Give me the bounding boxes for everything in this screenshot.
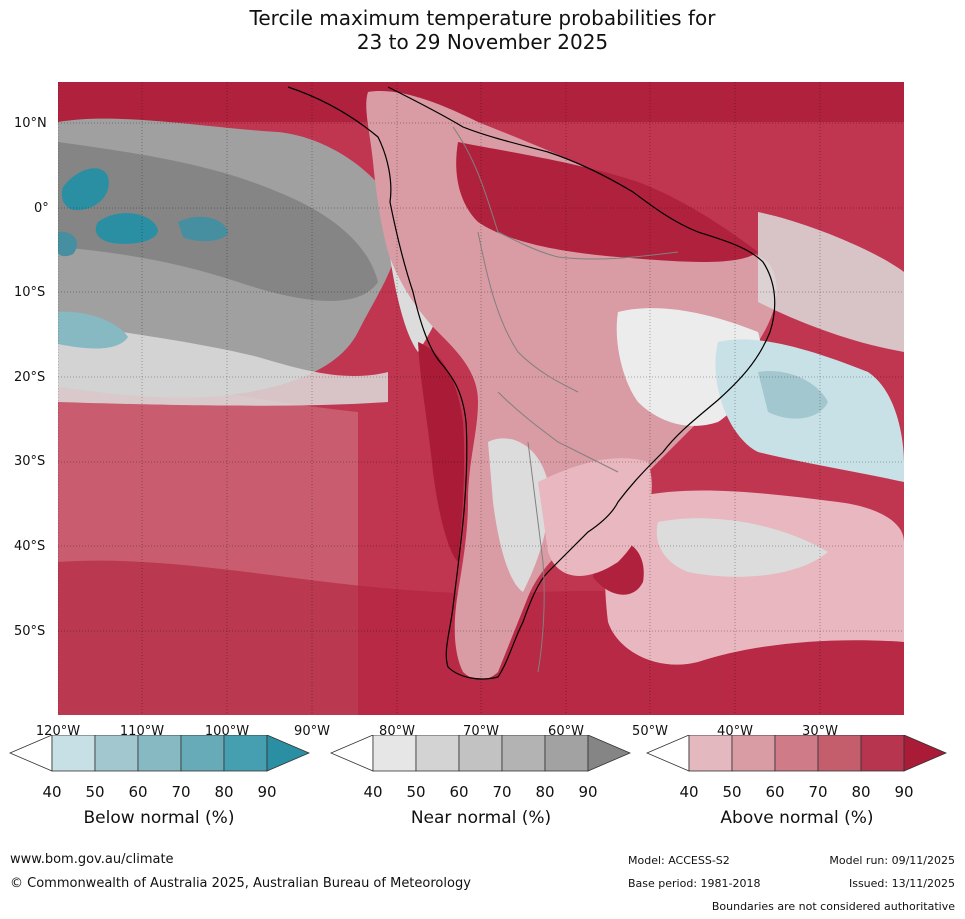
coastline bbox=[287, 86, 776, 680]
colourbar-above-normal bbox=[645, 735, 948, 772]
lon-label-90w: 90°W bbox=[294, 724, 330, 739]
colourbar-below-tick: 90 bbox=[257, 783, 277, 801]
amazon-dark-red bbox=[456, 142, 758, 262]
legend-title-above: Above normal (%) bbox=[720, 808, 874, 828]
colourbar-above-tick: 70 bbox=[808, 783, 828, 801]
website-link[interactable]: www.bom.gov.au/climate bbox=[10, 852, 174, 867]
colourbar-below-tick: 80 bbox=[214, 783, 234, 801]
colourbar-above-segment bbox=[688, 735, 733, 772]
issued-date: Issued: 13/11/2025 bbox=[848, 877, 955, 890]
colourbar-above-tick: 80 bbox=[851, 783, 871, 801]
colourbar-below-segment bbox=[223, 735, 268, 772]
colourbar-near-tick: 80 bbox=[535, 783, 555, 801]
colourbar-near-tick: 60 bbox=[449, 783, 469, 801]
colourbar-below-segment bbox=[180, 735, 225, 772]
colourbar-above-tick: 60 bbox=[765, 783, 785, 801]
lat-label-20s: 20°S bbox=[14, 370, 46, 385]
colourbar-below-tick: 60 bbox=[128, 783, 148, 801]
below-normal-patch-5 bbox=[58, 231, 78, 257]
atlantic-grey bbox=[758, 212, 904, 352]
legend-title-below: Below normal (%) bbox=[83, 808, 235, 828]
argentina-pink bbox=[538, 458, 652, 576]
colourbar-near-segment bbox=[458, 735, 503, 772]
chile-coastal-red bbox=[418, 342, 465, 562]
colourbar-near-lower-arrow bbox=[329, 735, 374, 772]
colourbar-near-upper-arrow bbox=[587, 735, 632, 772]
lat-label-40s: 40°S bbox=[14, 539, 46, 554]
colourbar-near-tick: 90 bbox=[578, 783, 598, 801]
colourbar-above-upper-arrow bbox=[903, 735, 948, 772]
graticule bbox=[58, 82, 904, 715]
colourbar-above-tick: 40 bbox=[679, 783, 699, 801]
country-borders bbox=[452, 126, 679, 673]
atlantic-below-normal-2 bbox=[758, 371, 828, 419]
probability-map bbox=[58, 82, 904, 715]
lat-label-10s: 10°S bbox=[14, 285, 46, 300]
colourbar-near-tick: 70 bbox=[492, 783, 512, 801]
colourbar-below-segment bbox=[51, 735, 96, 772]
colourbar-below-tick: 40 bbox=[42, 783, 62, 801]
colourbar-near-segment bbox=[501, 735, 546, 772]
colourbar-near-segment bbox=[544, 735, 589, 772]
below-normal-patch-4 bbox=[58, 311, 128, 349]
lon-label-50w: 50°W bbox=[632, 724, 668, 739]
colourbar-below-tick: 50 bbox=[85, 783, 105, 801]
below-normal-patch-2 bbox=[95, 213, 158, 244]
colourbar-above-segment bbox=[817, 735, 862, 772]
south-atlantic-grey bbox=[656, 518, 828, 577]
below-normal-patch-3 bbox=[178, 216, 228, 242]
base-period: Base period: 1981-2018 bbox=[628, 877, 761, 890]
colourbar-below-normal bbox=[8, 735, 311, 772]
legend-title-near: Near normal (%) bbox=[410, 808, 552, 828]
colourbar-below-tick: 70 bbox=[171, 783, 191, 801]
model-run: Model run: 09/11/2025 bbox=[829, 854, 955, 867]
lat-label-0: 0° bbox=[34, 201, 49, 216]
patagonia-light bbox=[488, 438, 549, 592]
colourbar-below-upper-arrow bbox=[266, 735, 311, 772]
colourbar-below-segment bbox=[94, 735, 139, 772]
colourbar-above-lower-arrow bbox=[645, 735, 690, 772]
lat-label-50s: 50°S bbox=[14, 624, 46, 639]
colourbar-above-tick: 50 bbox=[722, 783, 742, 801]
colourbar-near-tick: 40 bbox=[363, 783, 383, 801]
title-line-1: Tercile maximum temperature probabilitie… bbox=[249, 6, 716, 30]
colourbar-near-segment bbox=[415, 735, 460, 772]
colourbar-near-normal bbox=[329, 735, 632, 772]
colourbar-below-segment bbox=[137, 735, 182, 772]
title-line-2: 23 to 29 November 2025 bbox=[356, 30, 609, 54]
colourbars bbox=[8, 735, 948, 772]
lat-label-10n: 10°N bbox=[14, 116, 47, 131]
colourbar-below-lower-arrow bbox=[8, 735, 53, 772]
colourbar-above-segment bbox=[731, 735, 776, 772]
lat-label-30s: 30°S bbox=[14, 454, 46, 469]
light-grey-edge bbox=[58, 322, 388, 406]
copyright-text: © Commonwealth of Australia 2025, Austra… bbox=[10, 876, 471, 891]
below-normal-patch-1 bbox=[61, 168, 109, 211]
colourbar-above-tick: 90 bbox=[894, 783, 914, 801]
colourbar-above-segment bbox=[860, 735, 905, 772]
chart-title: Tercile maximum temperature probabilitie… bbox=[0, 6, 965, 54]
model-name: Model: ACCESS-S2 bbox=[628, 854, 730, 867]
colourbar-near-tick: 50 bbox=[406, 783, 426, 801]
colourbar-above-segment bbox=[774, 735, 819, 772]
colourbar-near-segment bbox=[372, 735, 417, 772]
boundaries-disclaimer: Boundaries are not considered authoritat… bbox=[711, 900, 955, 913]
